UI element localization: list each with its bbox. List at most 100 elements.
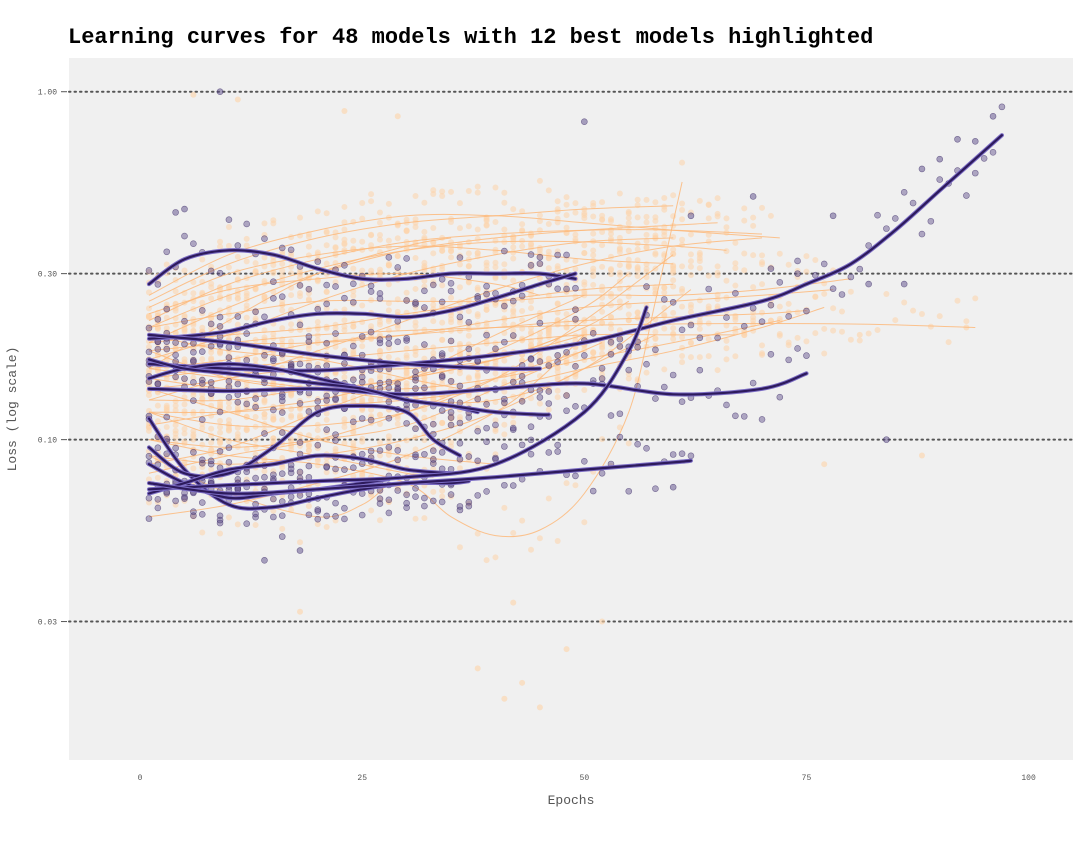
data-point — [794, 334, 801, 341]
data-point — [501, 189, 508, 196]
data-point — [163, 423, 170, 430]
data-point — [989, 148, 997, 156]
data-point — [350, 376, 357, 384]
data-point — [545, 406, 552, 413]
data-point — [216, 516, 224, 524]
data-point — [572, 306, 579, 313]
data-point — [305, 338, 313, 345]
data-point — [563, 646, 570, 653]
data-point — [616, 424, 623, 431]
data-point — [687, 212, 695, 220]
data-point — [225, 399, 232, 406]
data-point — [581, 327, 588, 334]
data-point — [145, 452, 153, 460]
data-point — [394, 338, 402, 346]
data-point — [385, 436, 392, 443]
data-point — [207, 477, 215, 485]
data-point — [554, 248, 561, 255]
data-point — [278, 397, 286, 405]
highlighted-series-line — [147, 358, 550, 416]
data-point — [421, 199, 428, 206]
data-point — [198, 416, 206, 423]
data-point — [207, 457, 215, 465]
data-point — [332, 465, 339, 473]
data-point — [492, 359, 499, 366]
data-point — [536, 177, 543, 184]
data-point — [572, 293, 579, 300]
data-point — [261, 313, 268, 321]
data-point — [261, 351, 268, 359]
data-point — [181, 317, 188, 325]
data-point — [145, 378, 152, 385]
data-point — [199, 441, 206, 448]
data-point — [687, 309, 694, 316]
data-point — [616, 335, 624, 343]
data-point — [217, 243, 224, 250]
data-point — [359, 302, 366, 309]
data-point — [297, 469, 304, 476]
data-point — [376, 339, 384, 347]
series-line — [148, 350, 585, 474]
data-point — [305, 389, 313, 397]
data-point — [376, 348, 383, 355]
data-point — [607, 271, 614, 278]
x-tick-label: 25 — [357, 774, 367, 783]
data-point — [430, 446, 437, 453]
data-point — [918, 452, 925, 459]
data-point — [376, 421, 383, 428]
data-point — [288, 292, 295, 299]
data-point — [759, 252, 766, 259]
data-point — [572, 266, 579, 273]
data-point — [679, 334, 686, 341]
data-point — [145, 267, 153, 274]
data-point — [510, 206, 517, 213]
data-point — [616, 327, 623, 334]
data-point — [243, 290, 250, 297]
data-point — [892, 317, 899, 324]
data-point — [261, 473, 268, 481]
data-point — [483, 557, 490, 564]
data-point — [225, 514, 232, 521]
data-point — [296, 400, 304, 407]
data-point — [625, 256, 632, 263]
data-point — [163, 343, 170, 350]
data-point — [625, 487, 633, 495]
data-point — [518, 441, 526, 449]
data-point — [643, 283, 650, 290]
highlighted-series-line — [147, 372, 808, 396]
data-point — [412, 299, 419, 306]
data-point — [838, 291, 846, 298]
data-point — [323, 305, 330, 312]
data-point — [376, 295, 384, 302]
data-point — [474, 457, 482, 465]
data-point — [368, 492, 375, 499]
data-point — [732, 239, 739, 246]
data-point — [199, 464, 206, 471]
data-point — [528, 298, 535, 305]
data-point — [670, 309, 677, 316]
data-point — [723, 345, 730, 352]
data-point — [199, 425, 206, 432]
data-point — [208, 355, 215, 362]
data-point — [581, 249, 588, 256]
data-point — [581, 386, 588, 393]
data-point — [376, 379, 384, 387]
data-point — [483, 221, 490, 228]
data-point — [341, 416, 348, 423]
series-line — [148, 310, 807, 370]
data-point — [234, 380, 242, 388]
data-point — [403, 491, 410, 499]
data-point — [563, 194, 570, 201]
data-point — [945, 339, 952, 346]
data-point — [243, 330, 250, 337]
data-point — [732, 260, 739, 267]
data-point — [785, 300, 792, 307]
data-point — [598, 375, 606, 382]
data-point — [661, 289, 668, 296]
data-point — [687, 251, 694, 258]
data-point — [394, 264, 402, 271]
data-point — [501, 261, 508, 268]
data-point — [554, 198, 561, 205]
data-point — [652, 395, 659, 402]
data-point — [616, 239, 623, 246]
